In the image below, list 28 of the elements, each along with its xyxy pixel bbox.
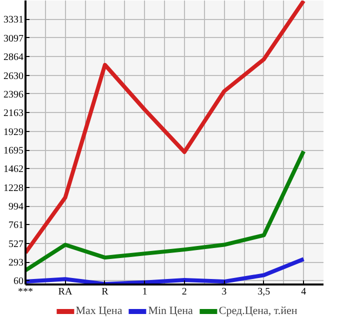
x-tick-label: 1 — [142, 286, 148, 298]
y-tick-label: 761 — [8, 220, 24, 232]
line-series — [26, 0, 306, 255]
legend-label: Min Цена — [148, 305, 193, 317]
y-tick-label: 994 — [8, 202, 24, 213]
x-tick-label: 3,5 — [258, 286, 270, 298]
x-tick-label: RA — [58, 286, 73, 298]
legend-label: Max Цена — [76, 305, 122, 317]
y-tick-label: 293 — [8, 258, 24, 269]
x-tick-label: *** — [18, 286, 33, 298]
x-tick-label: 4 — [301, 286, 306, 298]
x-tick-label: 3 — [222, 286, 227, 298]
y-tick-label: 2864 — [4, 52, 24, 64]
y-tick-label: 1929 — [4, 126, 24, 138]
y-tick-label: 2163 — [4, 108, 24, 120]
y-tick-label: 60 — [14, 276, 24, 288]
x-tick-label: R — [102, 286, 109, 298]
y-tick-label: 3097 — [4, 33, 24, 44]
x-tick-label: 2 — [182, 286, 187, 298]
legend-label: Сред.Цена, т.йен — [218, 305, 298, 317]
y-tick-label: 2396 — [4, 89, 24, 100]
y-tick-label: 1228 — [4, 182, 24, 194]
y-tick-label: 3331 — [4, 14, 24, 26]
line-series — [26, 149, 306, 272]
y-tick-label: 1695 — [4, 146, 24, 157]
y-tick-label: 2630 — [4, 70, 24, 82]
y-tick-label: 1462 — [4, 164, 24, 176]
y-tick-label: 527 — [8, 238, 24, 250]
